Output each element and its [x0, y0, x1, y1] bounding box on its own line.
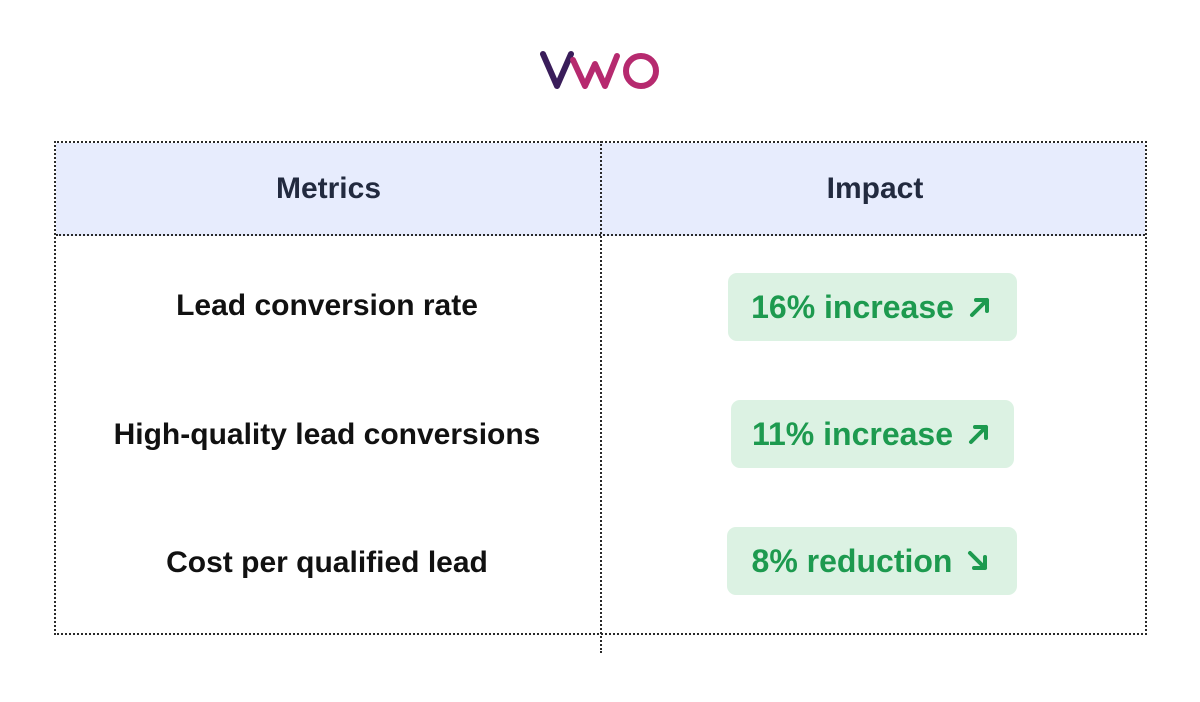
metric-label-cost-per-qualified-lead: Cost per qualified lead	[166, 546, 488, 579]
metric-label-lead-conversion-rate: Lead conversion rate	[176, 289, 478, 322]
impact-column-header: Impact	[826, 171, 924, 205]
vwo-logo	[540, 51, 659, 89]
impact-badge-cost-per-qualified-lead: 8% reduction	[727, 527, 1017, 595]
arrow-down-right-icon	[968, 551, 988, 570]
arrow-up-right-icon	[969, 298, 989, 317]
impact-badge-lead-conversion-rate: 16% increase	[728, 273, 1017, 341]
impact-value: 16% increase	[751, 288, 954, 325]
impact-value: 8% reduction	[751, 542, 953, 579]
column-divider	[600, 141, 602, 653]
metric-label-high-quality-lead-conversions: High-quality lead conversions	[113, 418, 541, 451]
metrics-column-header: Metrics	[275, 171, 382, 205]
impact-value: 11% increase	[751, 415, 954, 452]
impact-badge-high-quality-lead-conversions: 11% increase	[731, 400, 1014, 468]
arrow-up-right-icon	[969, 425, 989, 444]
